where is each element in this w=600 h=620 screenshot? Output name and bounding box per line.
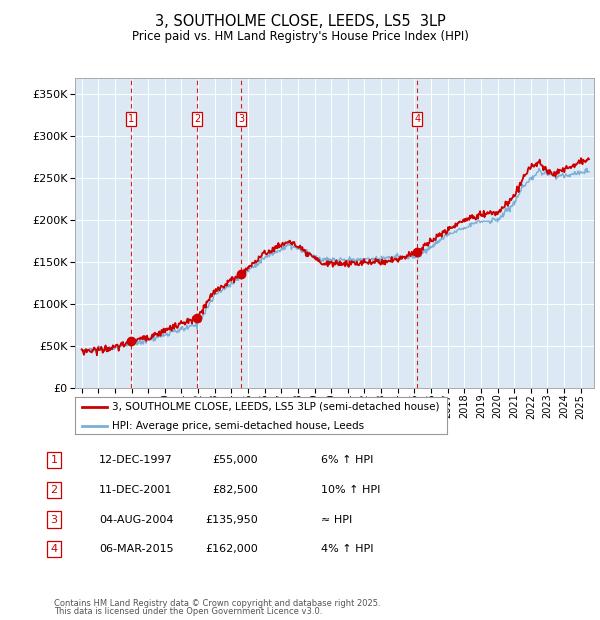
- Text: 2: 2: [50, 485, 58, 495]
- Text: £55,000: £55,000: [212, 455, 258, 465]
- Text: £135,950: £135,950: [205, 515, 258, 525]
- Text: 3: 3: [50, 515, 58, 525]
- Text: 3, SOUTHOLME CLOSE, LEEDS, LS5 3LP (semi-detached house): 3, SOUTHOLME CLOSE, LEEDS, LS5 3LP (semi…: [112, 402, 440, 412]
- Text: 11-DEC-2001: 11-DEC-2001: [99, 485, 172, 495]
- Text: This data is licensed under the Open Government Licence v3.0.: This data is licensed under the Open Gov…: [54, 607, 322, 616]
- Text: 4: 4: [414, 114, 421, 125]
- Text: £82,500: £82,500: [212, 485, 258, 495]
- Text: 4: 4: [50, 544, 58, 554]
- Text: 12-DEC-1997: 12-DEC-1997: [99, 455, 173, 465]
- Text: 2: 2: [194, 114, 200, 125]
- Text: 4% ↑ HPI: 4% ↑ HPI: [321, 544, 373, 554]
- Text: 6% ↑ HPI: 6% ↑ HPI: [321, 455, 373, 465]
- Text: 1: 1: [128, 114, 134, 125]
- Text: HPI: Average price, semi-detached house, Leeds: HPI: Average price, semi-detached house,…: [112, 421, 364, 431]
- Text: £162,000: £162,000: [205, 544, 258, 554]
- Text: 06-MAR-2015: 06-MAR-2015: [99, 544, 173, 554]
- Text: 04-AUG-2004: 04-AUG-2004: [99, 515, 173, 525]
- Text: Price paid vs. HM Land Registry's House Price Index (HPI): Price paid vs. HM Land Registry's House …: [131, 30, 469, 43]
- Text: ≈ HPI: ≈ HPI: [321, 515, 352, 525]
- Text: 1: 1: [50, 455, 58, 465]
- Text: 3, SOUTHOLME CLOSE, LEEDS, LS5  3LP: 3, SOUTHOLME CLOSE, LEEDS, LS5 3LP: [155, 14, 445, 29]
- Text: 3: 3: [238, 114, 244, 125]
- Text: 10% ↑ HPI: 10% ↑ HPI: [321, 485, 380, 495]
- Text: Contains HM Land Registry data © Crown copyright and database right 2025.: Contains HM Land Registry data © Crown c…: [54, 598, 380, 608]
